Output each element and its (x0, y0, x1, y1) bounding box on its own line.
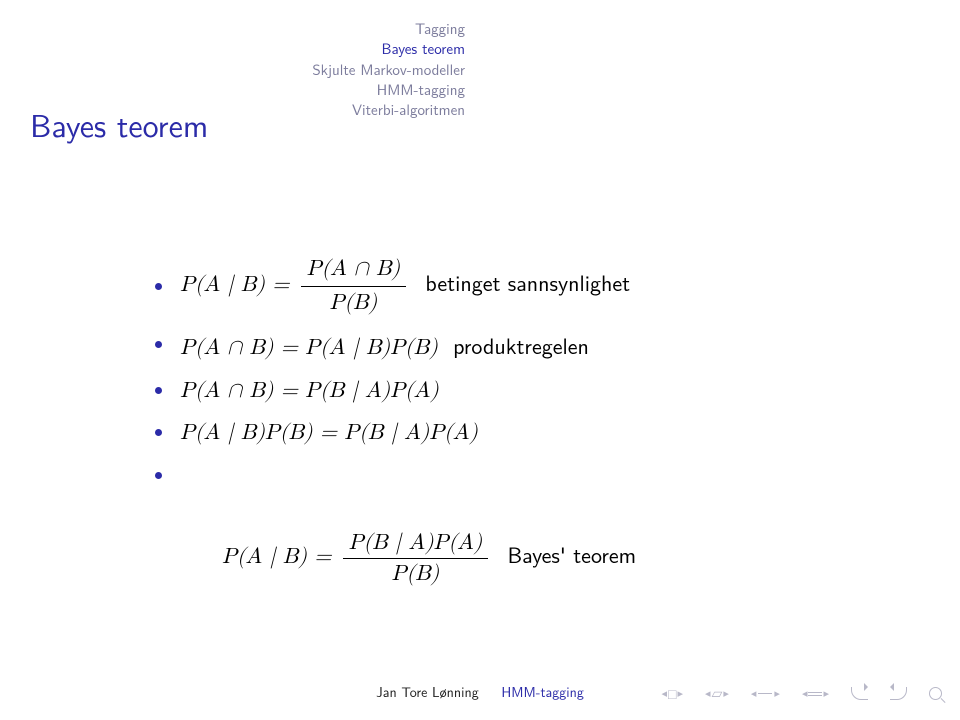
bullet-icon (155, 283, 162, 290)
eq-label: Bayes' teorem (507, 538, 636, 570)
eq-denominator: P(B) (301, 287, 406, 318)
breadcrumb: Tagging Bayes teorem Skjulte Markov-mode… (312, 18, 465, 119)
nav-next-frame-icon[interactable] (802, 687, 829, 700)
nav-prev-subsection-icon[interactable]: ▱ (705, 685, 729, 702)
equation-product-rule-sym: P(A ∩ B) = P(B | A)P(A) (180, 377, 439, 406)
equation-bayes: P(A | B) = P(B | A)P(A) P(B) Bayes' teor… (222, 546, 636, 568)
list-item: P(A | B)P(B) = P(B | A)P(A) (155, 419, 630, 448)
eq-lhs: P(A | B) = (222, 546, 339, 568)
nav-bar: □ ▱ (662, 685, 943, 702)
eq-denominator: P(B) (343, 559, 489, 587)
bullet-icon (155, 472, 162, 479)
breadcrumb-item[interactable]: Skjulte Markov-modeller (312, 59, 465, 79)
list-item: P(A ∩ B) = P(B | A)P(A) (155, 377, 630, 406)
footer-title: HMM-tagging (501, 682, 583, 702)
breadcrumb-item[interactable]: Tagging (312, 18, 465, 38)
breadcrumb-item-active[interactable]: Bayes teorem (312, 38, 465, 58)
equation-equality: P(A | B)P(B) = P(B | A)P(A) (180, 419, 478, 448)
bayes-theorem-block: P(A | B) = P(B | A)P(A) P(B) Bayes' teor… (222, 530, 636, 587)
equation-conditional-prob: P(A | B) = P(A ∩ B) P(B) betinget sannsy… (180, 255, 630, 317)
bullet-icon (155, 429, 162, 436)
nav-prev-frame-icon[interactable] (751, 687, 780, 700)
bullet-icon (155, 341, 162, 348)
eq-lhs: P(A | B) = (180, 274, 297, 296)
bullet-icon (155, 387, 162, 394)
list-item (155, 462, 630, 469)
eq-text: P(A ∩ B) = P(A | B)P(B) (180, 337, 438, 359)
nav-search-icon[interactable] (929, 687, 942, 700)
nav-forward-icon[interactable] (890, 687, 907, 700)
footer-author: Jan Tore Lønning (376, 682, 479, 702)
content-block: P(A | B) = P(A ∩ B) P(B) betinget sannsy… (155, 255, 630, 483)
eq-label: produktregelen (453, 329, 589, 361)
nav-back-icon[interactable] (851, 687, 868, 700)
eq-numerator: P(A ∩ B) (301, 255, 406, 287)
list-item: P(A | B) = P(A ∩ B) P(B) betinget sannsy… (155, 255, 630, 317)
eq-label: betinget sannsynlighet (425, 266, 630, 298)
equation-product-rule: P(A ∩ B) = P(A | B)P(B) produktregelen (180, 331, 589, 363)
frame-title: Bayes teorem (30, 100, 208, 147)
list-item: P(A ∩ B) = P(A | B)P(B) produktregelen (155, 331, 630, 363)
nav-prev-section-icon[interactable]: □ (662, 686, 684, 702)
breadcrumb-item[interactable]: HMM-tagging (312, 79, 465, 99)
breadcrumb-item[interactable]: Viterbi-algoritmen (312, 99, 465, 119)
eq-numerator: P(B | A)P(A) (343, 530, 489, 559)
